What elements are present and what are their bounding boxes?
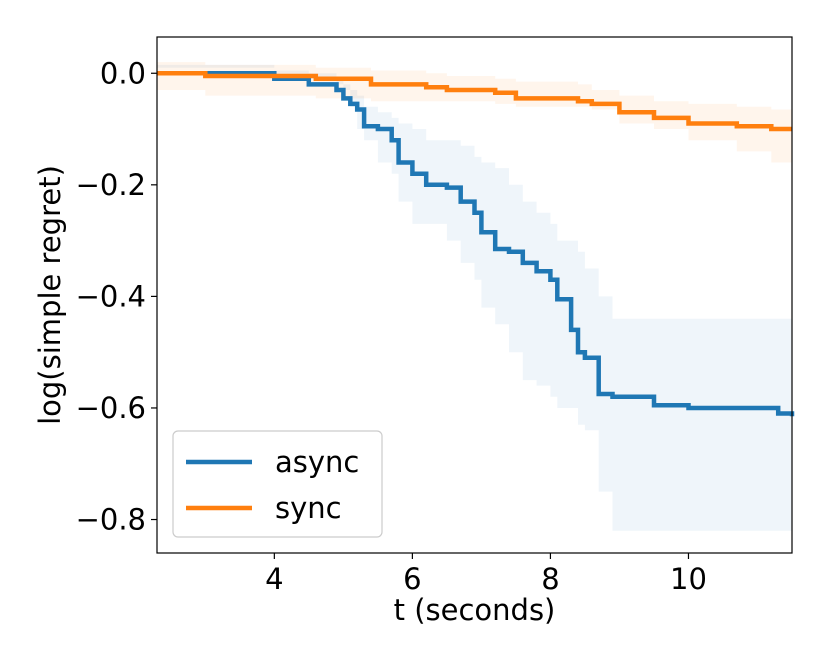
y-tick-label: −0.2 [76, 168, 146, 202]
x-tick-label: 4 [265, 562, 283, 596]
band-async [157, 64, 792, 531]
legend-label-async: async [275, 445, 359, 479]
series-lines [157, 71, 795, 417]
y-tick-label: 0.0 [100, 56, 146, 90]
x-tick-label: 10 [670, 562, 707, 596]
x-axis-ticks: 4 6 8 10 [265, 553, 707, 596]
x-axis-label: t (seconds) [394, 593, 556, 627]
y-axis-label: log(simple regret) [33, 165, 67, 425]
series-line-async [157, 71, 795, 417]
band-sync [157, 62, 792, 180]
confidence-bands [157, 62, 792, 531]
y-tick-label: −0.4 [76, 279, 146, 313]
y-axis-ticks: 0.0 −0.2 −0.4 −0.6 −0.8 [76, 56, 157, 537]
plot-area-frame [156, 36, 793, 554]
x-tick-label: 8 [541, 562, 559, 596]
legend: async sync [172, 430, 383, 538]
legend-label-sync: sync [275, 491, 342, 525]
series-line-sync [157, 71, 792, 132]
x-tick-label: 6 [403, 562, 421, 596]
y-tick-label: −0.8 [76, 503, 146, 537]
y-tick-label: −0.6 [76, 391, 146, 425]
legend-box [172, 430, 383, 538]
